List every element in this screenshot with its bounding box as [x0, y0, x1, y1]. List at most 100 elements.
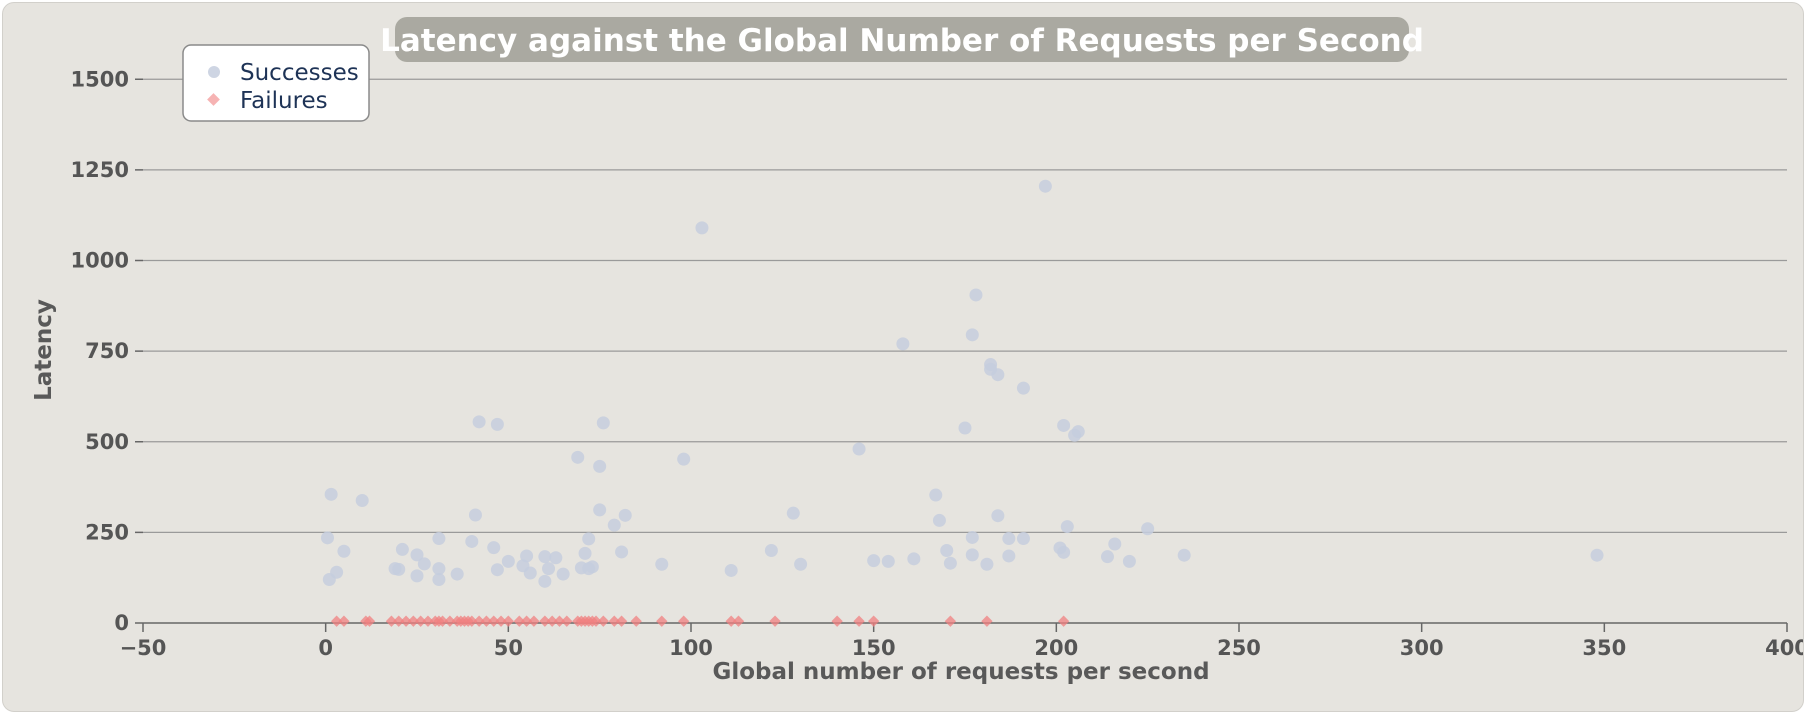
- data-point-successes[interactable]: [907, 552, 921, 566]
- data-point-failures[interactable]: [444, 615, 456, 627]
- data-point-failures[interactable]: [732, 615, 745, 627]
- data-point-successes[interactable]: [1108, 537, 1122, 551]
- data-point-failures[interactable]: [678, 615, 690, 627]
- data-point-successes[interactable]: [432, 532, 446, 546]
- data-point-failures[interactable]: [488, 615, 500, 627]
- data-point-successes[interactable]: [929, 488, 943, 502]
- data-point-successes[interactable]: [965, 548, 979, 562]
- data-point-successes[interactable]: [1100, 550, 1114, 564]
- data-point-successes[interactable]: [490, 417, 504, 431]
- data-point-successes[interactable]: [538, 550, 552, 564]
- data-point-successes[interactable]: [320, 531, 334, 545]
- data-point-failures[interactable]: [546, 615, 558, 627]
- data-point-successes[interactable]: [593, 503, 607, 517]
- data-point-successes[interactable]: [980, 557, 994, 571]
- data-point-failures[interactable]: [1057, 615, 1070, 627]
- data-point-successes[interactable]: [958, 421, 972, 435]
- data-point-failures[interactable]: [330, 615, 343, 627]
- data-point-successes[interactable]: [1002, 532, 1016, 546]
- data-point-failures[interactable]: [363, 615, 376, 627]
- data-point-failures[interactable]: [630, 615, 642, 627]
- data-point-successes[interactable]: [1016, 532, 1030, 546]
- legend-item-failures[interactable]: Failures: [207, 88, 328, 114]
- data-point-successes[interactable]: [1060, 520, 1074, 534]
- data-point-successes[interactable]: [490, 563, 504, 577]
- data-point-successes[interactable]: [355, 493, 369, 507]
- data-point-successes[interactable]: [655, 557, 669, 571]
- data-point-successes[interactable]: [896, 337, 910, 351]
- data-point-failures[interactable]: [769, 615, 781, 627]
- data-point-failures[interactable]: [400, 615, 412, 627]
- data-point-failures[interactable]: [853, 615, 865, 627]
- data-point-failures[interactable]: [615, 615, 628, 627]
- data-point-failures[interactable]: [473, 615, 485, 627]
- data-point-failures[interactable]: [725, 615, 737, 627]
- data-point-failures[interactable]: [561, 615, 573, 627]
- data-point-successes[interactable]: [465, 534, 479, 548]
- data-point-successes[interactable]: [965, 328, 979, 342]
- data-point-failures[interactable]: [656, 615, 668, 627]
- data-point-successes[interactable]: [1141, 522, 1155, 536]
- data-point-failures[interactable]: [480, 615, 493, 627]
- data-point-successes[interactable]: [991, 368, 1005, 382]
- data-point-successes[interactable]: [571, 450, 585, 464]
- data-point-successes[interactable]: [472, 415, 486, 429]
- data-point-successes[interactable]: [585, 560, 599, 574]
- data-point-failures[interactable]: [520, 615, 533, 627]
- data-point-successes[interactable]: [695, 221, 709, 235]
- data-point-successes[interactable]: [940, 544, 954, 557]
- data-point-failures[interactable]: [553, 615, 566, 627]
- data-point-failures[interactable]: [407, 615, 420, 627]
- data-point-successes[interactable]: [450, 567, 464, 581]
- data-point-failures[interactable]: [831, 615, 843, 627]
- data-point-failures[interactable]: [539, 615, 551, 627]
- data-point-successes[interactable]: [1016, 381, 1030, 395]
- data-point-successes[interactable]: [724, 563, 738, 577]
- data-point-successes[interactable]: [1071, 425, 1085, 439]
- data-point-failures[interactable]: [590, 615, 602, 627]
- data-point-failures[interactable]: [393, 615, 405, 627]
- data-point-successes[interactable]: [1038, 179, 1052, 193]
- data-point-failures[interactable]: [385, 615, 398, 627]
- data-point-successes[interactable]: [432, 573, 446, 586]
- data-point-failures[interactable]: [414, 615, 427, 627]
- data-point-successes[interactable]: [1002, 549, 1016, 563]
- data-point-successes[interactable]: [410, 569, 424, 583]
- data-point-successes[interactable]: [1122, 554, 1136, 568]
- data-point-successes[interactable]: [852, 442, 866, 456]
- data-point-successes[interactable]: [607, 518, 621, 532]
- data-point-failures[interactable]: [513, 615, 525, 627]
- data-point-failures[interactable]: [981, 615, 993, 627]
- data-point-successes[interactable]: [943, 556, 957, 570]
- data-point-successes[interactable]: [549, 551, 563, 565]
- data-point-successes[interactable]: [991, 509, 1005, 523]
- data-point-successes[interactable]: [1057, 545, 1071, 559]
- data-point-failures[interactable]: [436, 615, 449, 627]
- data-point-successes[interactable]: [410, 548, 424, 562]
- data-point-successes[interactable]: [520, 549, 534, 563]
- data-point-successes[interactable]: [593, 459, 607, 473]
- data-point-successes[interactable]: [1057, 418, 1071, 432]
- data-point-successes[interactable]: [965, 530, 979, 544]
- data-point-successes[interactable]: [538, 574, 552, 588]
- data-point-successes[interactable]: [542, 562, 556, 576]
- data-point-failures[interactable]: [495, 615, 507, 627]
- data-point-successes[interactable]: [578, 546, 592, 560]
- data-point-successes[interactable]: [330, 565, 344, 579]
- data-point-successes[interactable]: [556, 567, 570, 581]
- data-point-failures[interactable]: [597, 615, 609, 627]
- data-point-successes[interactable]: [794, 557, 808, 571]
- data-point-successes[interactable]: [324, 487, 338, 501]
- data-point-failures[interactable]: [338, 615, 350, 627]
- data-point-successes[interactable]: [468, 508, 482, 522]
- data-point-successes[interactable]: [786, 506, 800, 520]
- data-point-failures[interactable]: [466, 615, 478, 627]
- data-point-failures[interactable]: [868, 615, 880, 627]
- data-point-successes[interactable]: [523, 566, 537, 580]
- data-point-successes[interactable]: [764, 544, 778, 557]
- data-point-failures[interactable]: [528, 615, 540, 627]
- data-point-failures[interactable]: [944, 615, 957, 627]
- data-point-successes[interactable]: [432, 562, 446, 576]
- data-point-successes[interactable]: [867, 554, 881, 568]
- data-point-failures[interactable]: [502, 615, 514, 627]
